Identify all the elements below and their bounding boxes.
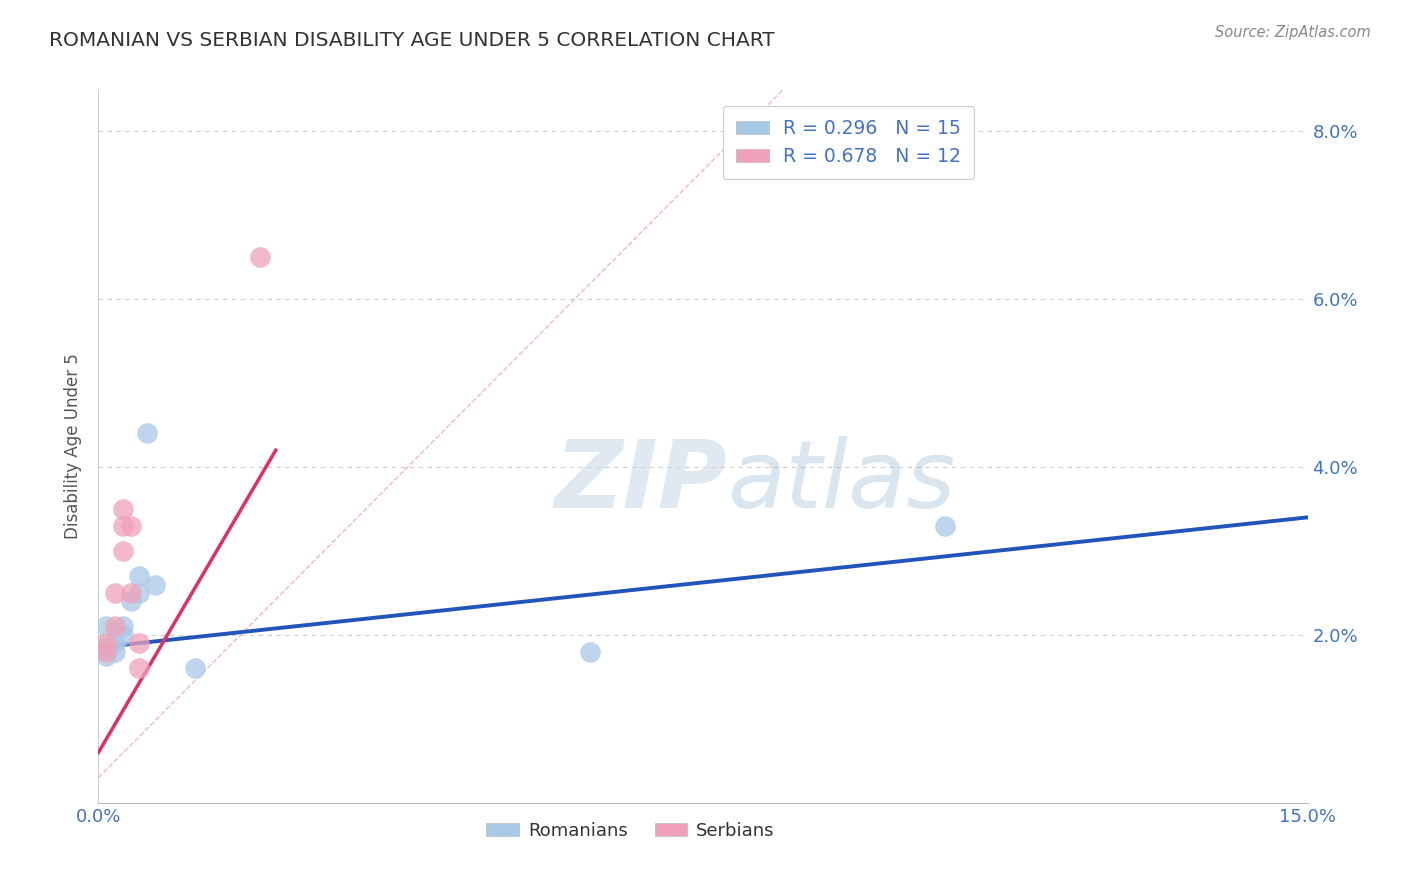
Point xyxy=(111,619,134,633)
Point xyxy=(96,648,118,663)
Point xyxy=(120,594,142,608)
Point xyxy=(249,250,271,264)
Point xyxy=(934,518,956,533)
Point xyxy=(128,586,150,600)
Point xyxy=(128,636,150,650)
Point xyxy=(103,645,125,659)
Point xyxy=(96,636,118,650)
Point xyxy=(135,426,157,441)
Point xyxy=(96,619,118,633)
Text: ROMANIAN VS SERBIAN DISABILITY AGE UNDER 5 CORRELATION CHART: ROMANIAN VS SERBIAN DISABILITY AGE UNDER… xyxy=(49,31,775,50)
Point xyxy=(111,502,134,516)
Point xyxy=(111,518,134,533)
Text: atlas: atlas xyxy=(727,436,956,527)
Point xyxy=(96,645,118,659)
Point xyxy=(120,518,142,533)
Point xyxy=(579,645,602,659)
Point xyxy=(103,636,125,650)
Text: Source: ZipAtlas.com: Source: ZipAtlas.com xyxy=(1215,25,1371,40)
Point xyxy=(103,586,125,600)
Point xyxy=(184,661,207,675)
Point xyxy=(111,544,134,558)
Y-axis label: Disability Age Under 5: Disability Age Under 5 xyxy=(65,353,83,539)
Text: ZIP: ZIP xyxy=(554,435,727,528)
Point xyxy=(143,577,166,591)
Point xyxy=(128,661,150,675)
Legend: Romanians, Serbians: Romanians, Serbians xyxy=(479,815,782,847)
Point xyxy=(103,619,125,633)
Point xyxy=(128,569,150,583)
Point xyxy=(96,640,118,655)
Point xyxy=(120,586,142,600)
Point xyxy=(111,628,134,642)
